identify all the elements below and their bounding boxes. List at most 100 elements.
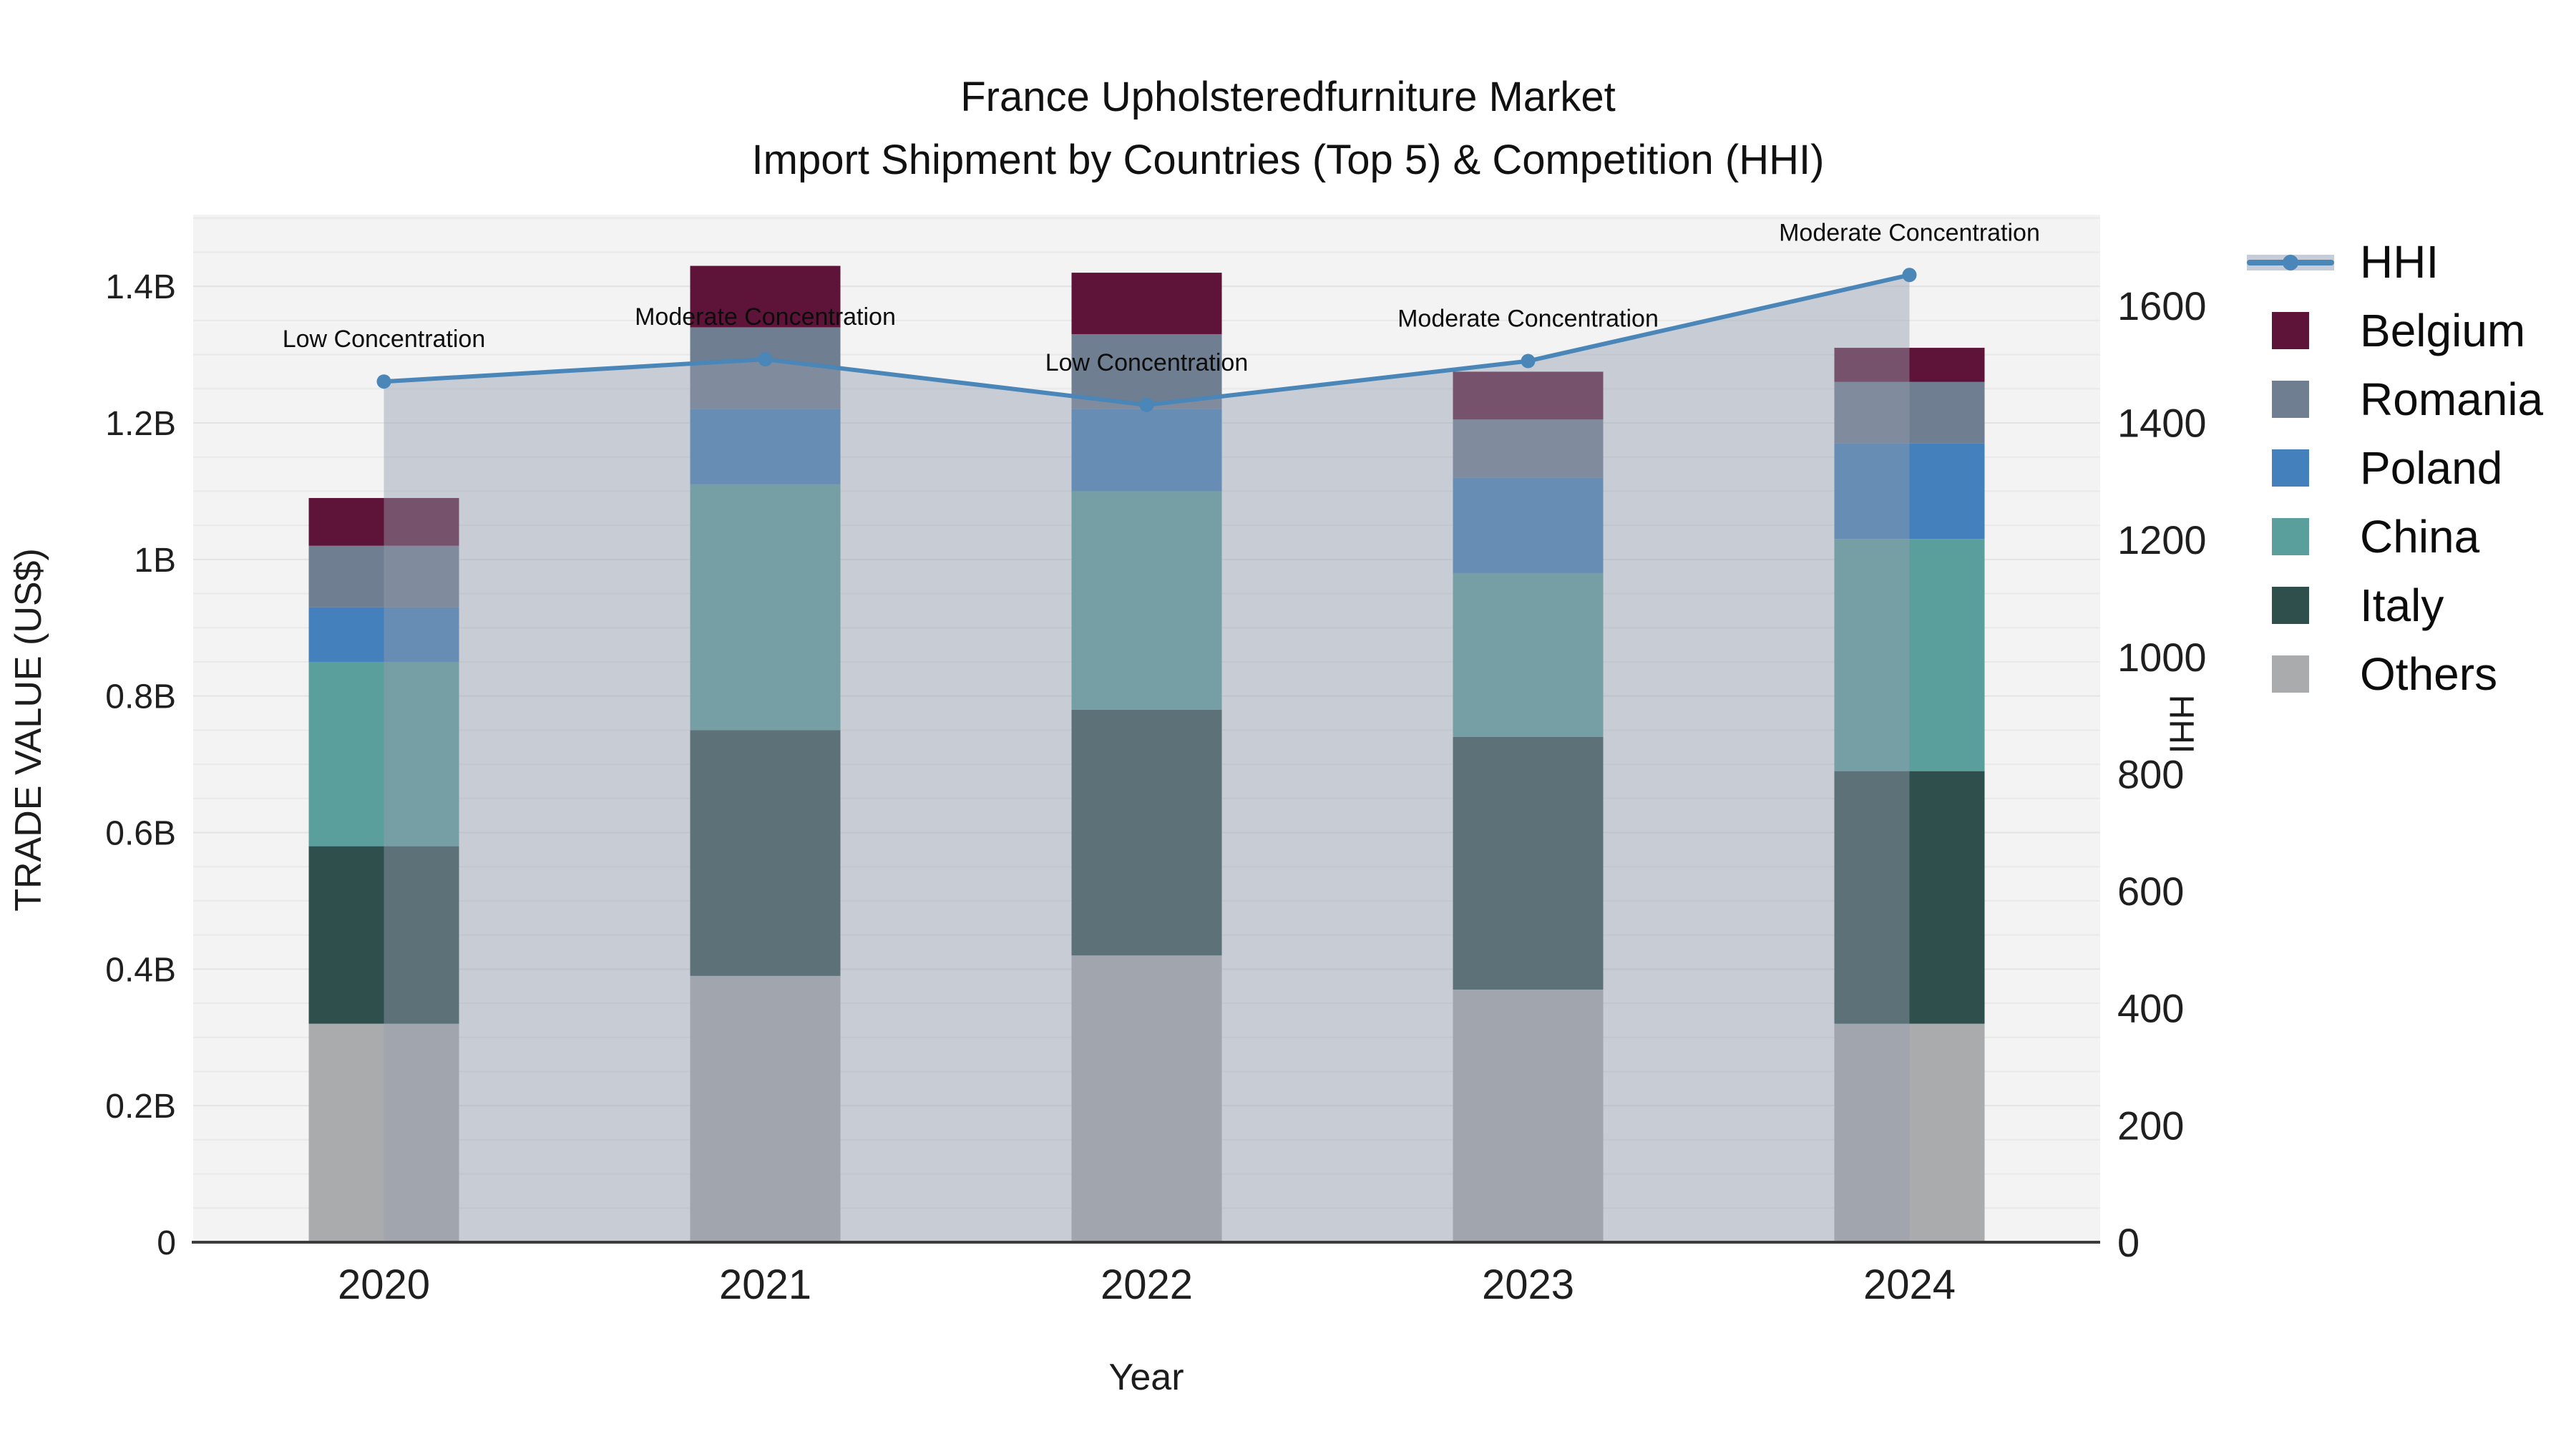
bar-segment-2022-china bbox=[1071, 491, 1222, 710]
legend-label-poland: Poland bbox=[2360, 442, 2503, 494]
bar-segment-2023-china bbox=[1453, 572, 1604, 737]
bar-segment-2022-belgium bbox=[1071, 273, 1222, 334]
left-tick-1.4B: 1.4B bbox=[105, 268, 176, 306]
bar-segment-2021-china bbox=[690, 484, 841, 731]
bar-segment-2024-belgium bbox=[1834, 348, 1985, 382]
swatch-icon bbox=[2247, 511, 2334, 562]
bar-segment-2020-poland bbox=[308, 607, 459, 662]
legend-label-belgium: Belgium bbox=[2360, 305, 2526, 356]
bar-segment-2022-poland bbox=[1071, 409, 1222, 492]
right-axis-title: HHI bbox=[2162, 694, 2200, 754]
hhi-line-icon bbox=[2247, 236, 2334, 288]
legend-item-hhi[interactable]: HHI bbox=[2247, 236, 2543, 288]
chart-title-line1: France Upholsteredfurniture Market bbox=[960, 74, 1616, 120]
legend-swatch-italy bbox=[2272, 587, 2309, 624]
x-tick-2021[interactable]: 2021 bbox=[719, 1262, 811, 1308]
bar-segment-2024-italy bbox=[1834, 771, 1985, 1024]
bar-segment-2023-romania bbox=[1453, 419, 1604, 478]
swatch-icon bbox=[2247, 580, 2334, 631]
bar-segment-2020-others bbox=[308, 1023, 459, 1242]
bar-segment-2021-belgium bbox=[690, 265, 841, 328]
hhi-area bbox=[384, 275, 1910, 1242]
right-tick-1600: 1600 bbox=[2117, 283, 2207, 328]
swatch-icon bbox=[2247, 374, 2334, 425]
legend-label-china: China bbox=[2360, 511, 2480, 562]
legend-item-china[interactable]: China bbox=[2247, 511, 2543, 562]
left-tick-0: 0 bbox=[157, 1224, 176, 1262]
legend-swatch-poland bbox=[2272, 449, 2309, 487]
right-tick-0: 0 bbox=[2117, 1220, 2140, 1265]
bar-segment-2024-romania bbox=[1834, 381, 1985, 444]
bar-segment-2022-others bbox=[1071, 955, 1222, 1242]
x-tick-2022[interactable]: 2022 bbox=[1101, 1262, 1193, 1308]
legend-swatch-others bbox=[2272, 655, 2309, 693]
bar-segment-2023-belgium bbox=[1453, 371, 1604, 420]
left-tick-0.6B: 0.6B bbox=[105, 815, 176, 853]
x-tick-2020[interactable]: 2020 bbox=[338, 1262, 430, 1308]
left-tick-1B: 1B bbox=[134, 542, 176, 580]
chart-title: France Upholsteredfurniture Market Impor… bbox=[0, 66, 2576, 192]
bar-segment-2024-china bbox=[1834, 539, 1985, 771]
bar-segment-2021-others bbox=[690, 975, 841, 1242]
bar-segment-2022-italy bbox=[1071, 709, 1222, 956]
right-tick-400: 400 bbox=[2117, 986, 2184, 1031]
annotation-2024: Moderate Concentration bbox=[1779, 219, 2040, 246]
bar-segment-2020-romania bbox=[308, 545, 459, 608]
bar-segment-2021-romania bbox=[690, 327, 841, 409]
legend-label-romania: Romania bbox=[2360, 374, 2544, 425]
annotation-2023: Moderate Concentration bbox=[1397, 306, 1659, 333]
x-tick-2024[interactable]: 2024 bbox=[1863, 1262, 1956, 1308]
annotation-2021: Moderate Concentration bbox=[635, 303, 896, 331]
legend-swatch-belgium bbox=[2272, 312, 2309, 349]
hhi-point-2020 bbox=[376, 374, 391, 389]
left-tick-0.4B: 0.4B bbox=[105, 951, 176, 989]
annotation-2020: Low Concentration bbox=[283, 326, 486, 353]
bar-segment-2021-italy bbox=[690, 730, 841, 976]
bar-segment-2024-others bbox=[1834, 1023, 1985, 1242]
legend-item-italy[interactable]: Italy bbox=[2247, 580, 2543, 631]
legend-label-others: Others bbox=[2360, 648, 2498, 700]
bar-segment-2023-others bbox=[1453, 989, 1604, 1242]
legend-item-belgium[interactable]: Belgium bbox=[2247, 305, 2543, 356]
left-tick-0.2B: 0.2B bbox=[105, 1088, 176, 1126]
left-axis-title: TRADE VALUE (US$) bbox=[8, 548, 49, 912]
right-tick-1000: 1000 bbox=[2117, 635, 2207, 680]
legend-item-others[interactable]: Others bbox=[2247, 648, 2543, 700]
bar-segment-2022-romania bbox=[1071, 333, 1222, 409]
bar-segment-2021-poland bbox=[690, 409, 841, 484]
hhi-point-2023 bbox=[1521, 353, 1536, 369]
bar-segment-2020-italy bbox=[308, 846, 459, 1024]
legend-swatch-china bbox=[2272, 518, 2309, 555]
right-tick-800: 800 bbox=[2117, 751, 2184, 796]
bar-segment-2020-belgium bbox=[308, 497, 459, 546]
legend-item-romania[interactable]: Romania bbox=[2247, 374, 2543, 425]
legend-item-poland[interactable]: Poland bbox=[2247, 442, 2543, 494]
right-tick-600: 600 bbox=[2117, 869, 2184, 914]
hhi-point-2021 bbox=[758, 352, 773, 367]
hhi-point-2022 bbox=[1139, 397, 1154, 412]
right-tick-1400: 1400 bbox=[2117, 400, 2207, 445]
legend-label-hhi: HHI bbox=[2360, 236, 2439, 288]
bar-segment-2023-poland bbox=[1453, 477, 1604, 573]
bar-segment-2024-poland bbox=[1834, 443, 1985, 540]
hhi-dot bbox=[2283, 255, 2298, 270]
legend: HHI Belgium Romania Poland China Italy Others bbox=[2247, 236, 2543, 700]
x-axis-title: Year bbox=[1108, 1357, 1184, 1398]
bar-segment-2020-china bbox=[308, 661, 459, 847]
swatch-icon bbox=[2247, 305, 2334, 356]
x-tick-2023[interactable]: 2023 bbox=[1482, 1262, 1574, 1308]
annotation-2022: Low Concentration bbox=[1045, 349, 1249, 376]
bar-segment-2023-italy bbox=[1453, 736, 1604, 990]
swatch-icon bbox=[2247, 648, 2334, 700]
left-tick-1.2B: 1.2B bbox=[105, 405, 176, 443]
right-tick-1200: 1200 bbox=[2117, 517, 2207, 562]
chart-title-line2: Import Shipment by Countries (Top 5) & C… bbox=[751, 137, 1825, 183]
swatch-icon bbox=[2247, 442, 2334, 494]
legend-label-italy: Italy bbox=[2360, 580, 2444, 631]
left-tick-0.8B: 0.8B bbox=[105, 678, 176, 716]
hhi-point-2024 bbox=[1902, 268, 1917, 283]
legend-swatch-romania bbox=[2272, 381, 2309, 418]
right-tick-200: 200 bbox=[2117, 1103, 2184, 1148]
